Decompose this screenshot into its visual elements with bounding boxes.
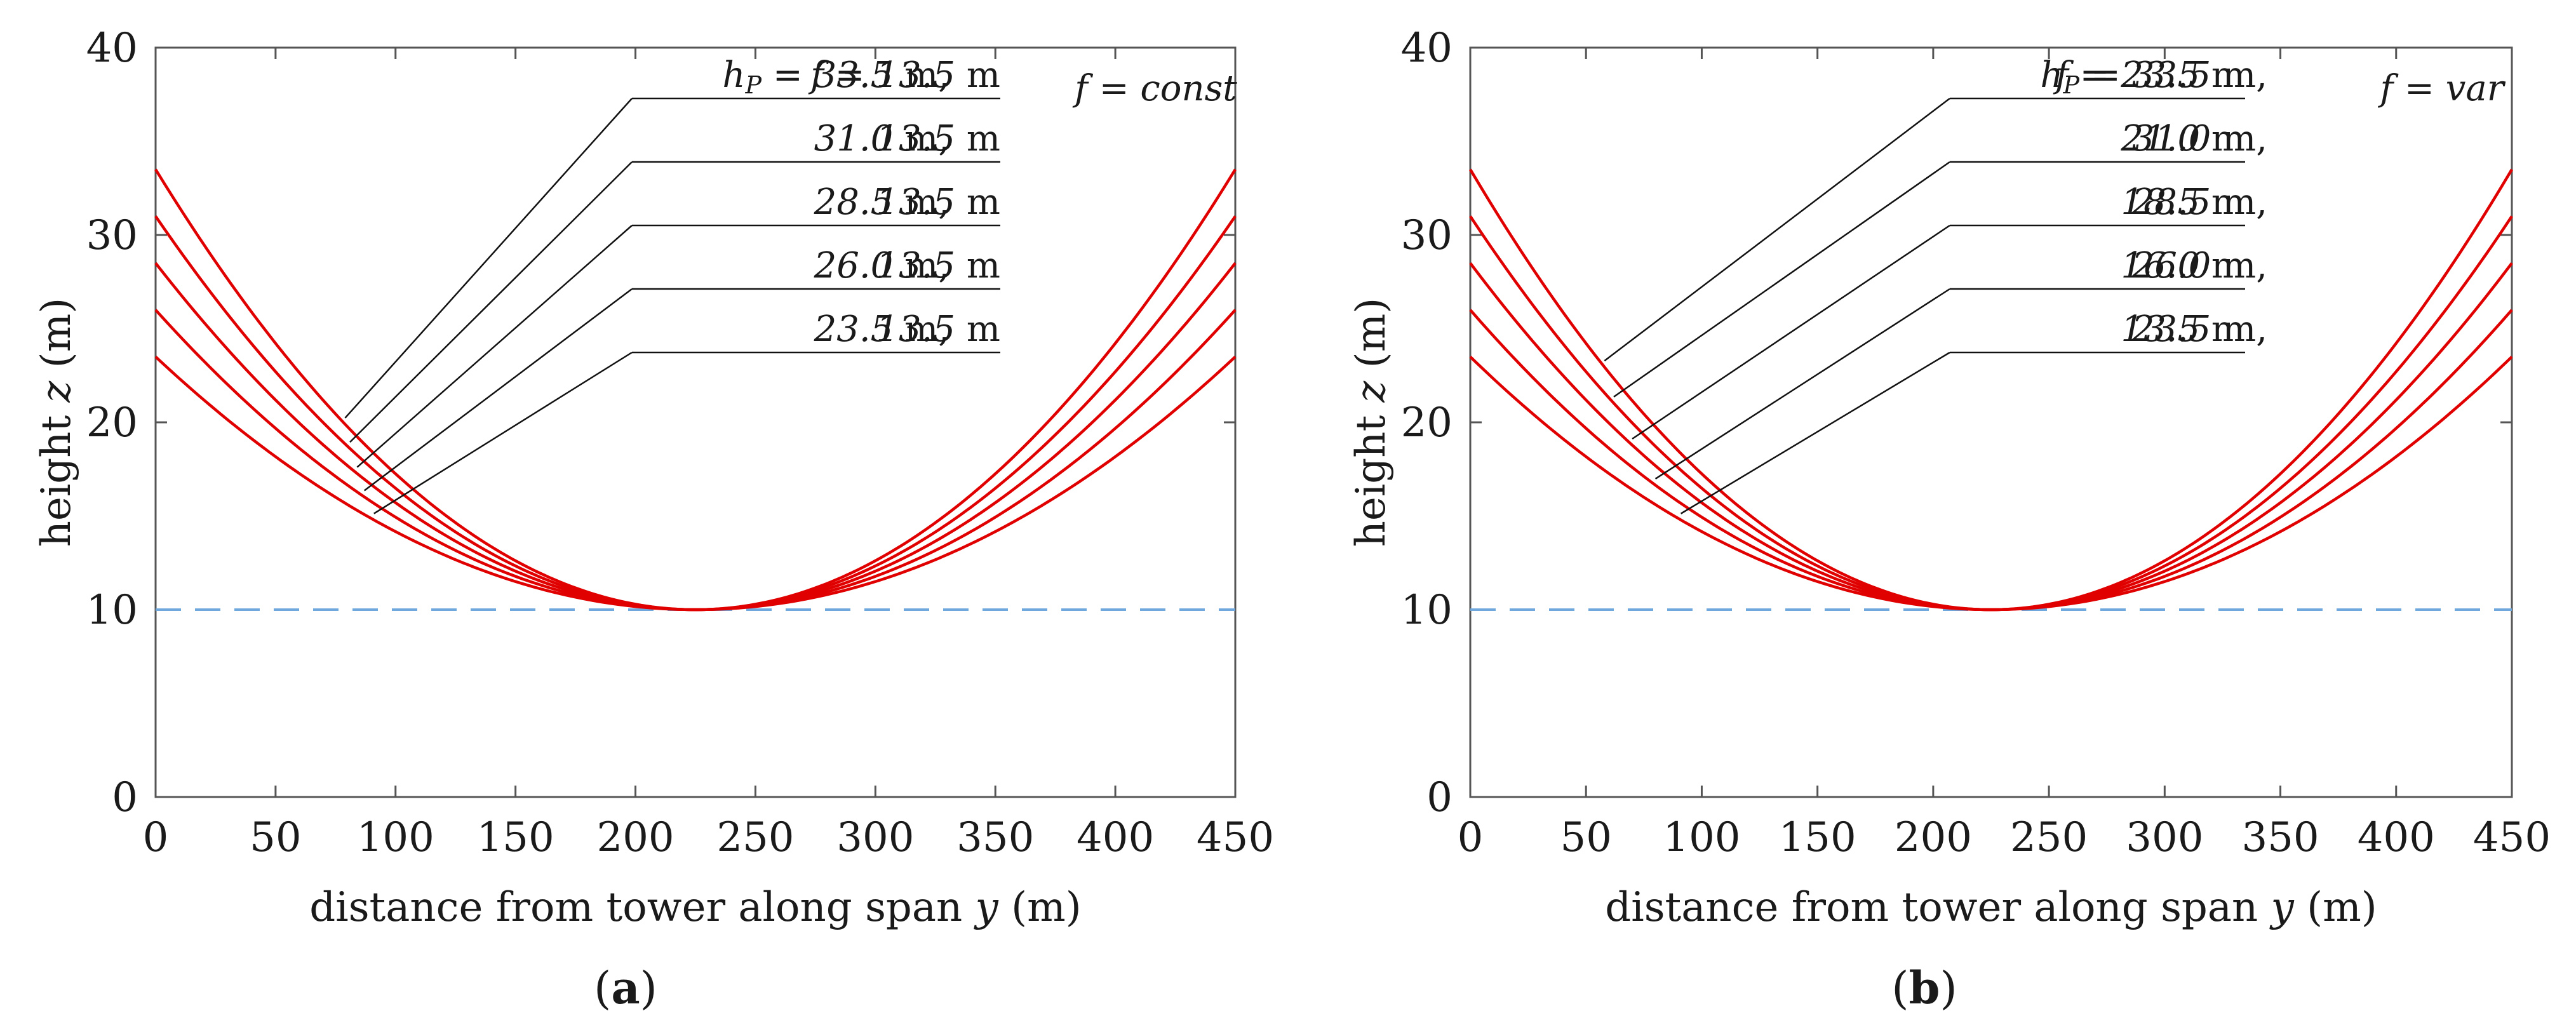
leader-line — [1604, 98, 1950, 362]
y-tick-label: 40 — [1401, 25, 1452, 72]
y-axis-label: height z (m) — [1348, 298, 1395, 547]
x-tick-label: 0 — [1458, 814, 1484, 861]
series-label-hp: hP = 33.5 m, — [722, 55, 949, 99]
x-tick-label: 300 — [2126, 814, 2203, 861]
series-label-hp: 31.0 m, — [2132, 118, 2267, 159]
leader-line — [1613, 161, 1950, 398]
x-tick-label: 350 — [956, 814, 1034, 861]
x-tick-label: 400 — [1077, 814, 1154, 861]
leader-line — [356, 225, 633, 468]
y-tick-label: 30 — [86, 212, 138, 259]
leader-line — [1680, 351, 1950, 514]
series-label-hp: 26.0 m, — [814, 245, 949, 286]
series-label-f: 18.5 m — [2121, 182, 2245, 223]
chart-panel-a: 0 50 100 150 200 250 300 350 400 450 0 10 20 30 40 dist… — [33, 25, 1274, 1014]
x-axis-label: distance from tower along span y (m) — [1605, 884, 2377, 931]
series-label-f: 13.5 m — [876, 309, 1000, 350]
series-label-f: 13.5 m — [876, 245, 1000, 286]
conductor-curve-3 — [154, 262, 1237, 612]
series-label-hp: 23.5 m, — [2131, 309, 2267, 350]
leader-line — [1654, 288, 1950, 480]
x-tick-label: 50 — [250, 814, 301, 861]
x-tick-label: 350 — [2241, 814, 2319, 861]
series-label-f: 13.5 m — [2121, 309, 2245, 350]
x-tick-label: 450 — [2473, 814, 2551, 861]
series-label-hp: hP = 33.5 m, — [2040, 55, 2267, 99]
conductor-curve-2 — [1469, 215, 2513, 612]
x-tick-label: 250 — [716, 814, 794, 861]
y-axis-label: height z (m) — [33, 298, 80, 547]
x-tick-label: 0 — [143, 814, 169, 861]
leader-line — [373, 351, 633, 514]
x-tick-label: 250 — [2010, 814, 2088, 861]
series-label-hp: 26.0 m, — [2131, 245, 2267, 286]
series-label-hp: 23.5 m, — [814, 309, 949, 350]
series-label-f: f = 13.5 m — [808, 55, 1000, 96]
series-label-hp: 28.5 m, — [814, 182, 949, 223]
y-tick-label: 10 — [86, 587, 138, 634]
conductor-curve-5 — [1469, 356, 2513, 612]
series-label-f: 13.5 m — [876, 182, 1000, 223]
leader-line — [363, 288, 633, 492]
plot-frame — [1469, 46, 2513, 798]
x-tick-label: 150 — [477, 814, 554, 861]
series-label-hp: 28.5 m, — [2131, 182, 2267, 223]
x-axis-label: distance from tower along span y (m) — [309, 884, 1081, 931]
leader-line — [349, 161, 633, 443]
series-label-hp: 31.0 m, — [814, 118, 949, 159]
x-tick-label: 400 — [2358, 814, 2435, 861]
panel-tag: f = const — [1072, 68, 1237, 109]
conductor-curve-1 — [1469, 168, 2513, 612]
x-tick-label: 50 — [1560, 814, 1612, 861]
x-tick-label: 300 — [836, 814, 914, 861]
y-tick-label: 0 — [1426, 774, 1452, 821]
y-tick-label: 0 — [112, 774, 138, 821]
series-label-f: 13.5 m — [876, 118, 1000, 159]
conductor-curve-2 — [154, 215, 1237, 612]
y-tick-label: 40 — [86, 25, 138, 72]
leader-line — [344, 98, 633, 419]
panel-caption: (a) — [594, 961, 657, 1014]
y-tick-label: 10 — [1401, 587, 1452, 634]
plot-frame — [154, 46, 1237, 798]
x-tick-label: 200 — [1895, 814, 1972, 861]
x-tick-label: 150 — [1779, 814, 1856, 861]
conductor-curve-1 — [154, 168, 1237, 612]
conductor-curve-4 — [154, 309, 1237, 612]
leader-line — [1632, 224, 1950, 440]
y-tick-label: 30 — [1401, 212, 1452, 259]
x-tick-label: 200 — [596, 814, 674, 861]
panel-caption: (b) — [1891, 961, 1957, 1014]
x-tick-label: 450 — [1197, 814, 1274, 861]
series-label-f: 21.0 m — [2120, 118, 2245, 159]
conductor-curve-5 — [154, 356, 1237, 612]
y-tick-label: 20 — [86, 399, 138, 446]
conductor-curve-4 — [1469, 309, 2513, 612]
x-tick-label: 100 — [357, 814, 434, 861]
chart-panel-b: 0 50 100 150 200 250 300 350 400 450 0 10 20 30 40 dist… — [1348, 25, 2551, 1014]
panel-tag: f = var — [2377, 68, 2506, 109]
x-tick-label: 100 — [1663, 814, 1740, 861]
series-label-f: f = 23.5 m — [2053, 55, 2245, 96]
series-label-f: 16.0 m — [2121, 245, 2245, 286]
conductor-curve-3 — [1469, 262, 2513, 612]
y-tick-label: 20 — [1401, 399, 1452, 446]
